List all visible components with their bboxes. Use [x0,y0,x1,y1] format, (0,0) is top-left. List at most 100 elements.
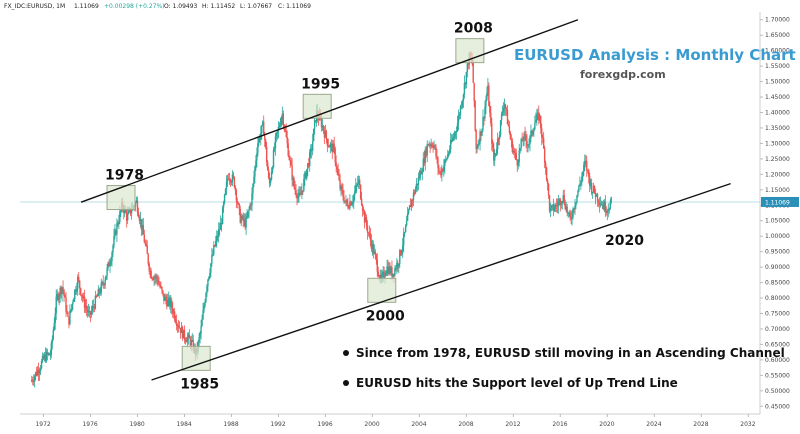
candle-body [301,190,303,195]
candle-body [511,140,514,153]
candle-body [506,109,509,125]
candle-body [166,300,168,307]
candle-body [546,180,549,184]
candle-body [297,195,299,199]
candle-body [609,202,611,210]
candle-body [138,216,141,221]
candle-body [223,194,226,203]
candle-body [114,230,116,237]
candle-body [355,185,357,192]
candle-body [447,154,449,159]
candle-body [574,205,576,210]
candle-body [410,200,413,208]
candle-body [243,219,245,222]
candle-body [510,139,513,141]
candle-body [523,133,525,140]
candle-body [83,296,86,308]
candle-body [464,83,467,85]
candle-body [36,369,39,376]
candle-body [457,115,460,124]
candle-body [242,215,244,222]
candle-body [461,100,464,107]
candle-body [380,274,382,279]
candle-body [168,297,170,300]
time-tick-label: 1992 [270,421,285,428]
notes: Since from 1978, EURUSD still moving in … [343,346,785,390]
candle-body [472,62,474,83]
candle-body [152,278,154,280]
candle-body [530,130,532,137]
candle-body [84,306,87,308]
candle-body [100,283,102,293]
candle-body [583,164,585,172]
candle-body [487,85,489,94]
candle-body [90,310,93,315]
candle-body [165,296,167,301]
candle-body [423,158,425,164]
candle-body [480,131,482,136]
candle-body [395,268,397,270]
candle-body [587,169,589,171]
candle-body [515,153,517,160]
annotation-label-1985: 1985 [180,376,219,392]
candle-body [180,327,183,333]
candle-body [296,195,298,199]
candle-body [562,195,564,201]
candle-body [460,106,463,108]
candle-body [105,275,107,280]
candle-body [396,262,398,270]
candle-body [393,273,395,276]
candle-body [285,130,287,137]
candle-body [64,295,66,298]
candle-body [557,201,560,207]
candle-body [237,203,239,204]
time-tick-label: 1980 [129,421,144,428]
candle-body [63,289,65,296]
candle-body [200,326,202,334]
candle-body [432,146,434,148]
candle-body [503,104,506,109]
candle-body [508,126,511,133]
candle-body [139,219,142,221]
candle-body [154,277,156,279]
candle-body [255,160,257,167]
candle-body [43,354,46,359]
candle-body [261,125,263,134]
candle-body [190,340,192,346]
candle-body [67,312,69,317]
candle-body [600,203,603,206]
candle-body [184,338,187,341]
candle-body [378,275,380,279]
candle-body [585,160,587,162]
time-tick-label: 2020 [599,421,614,428]
price-tick-label: 0.50000 [765,388,790,395]
price-tick-label: 0.95000 [765,249,790,256]
candle-body [527,144,529,146]
candle-body [578,185,580,192]
candle-body [438,167,440,172]
candle-body [203,306,205,311]
candle-body [155,276,157,278]
candle-body [552,204,555,211]
candle-body [548,195,551,211]
legend-high: H: 1.11452 [202,3,235,10]
time-tick-label: 2032 [740,421,755,428]
candle-body [279,124,282,127]
candle-body [398,263,400,267]
candle-body [452,136,455,139]
candle-body [181,327,184,339]
candle-body [479,131,481,144]
candle-body [608,209,610,211]
candle-body [33,376,36,382]
candle-body [449,149,451,153]
candle-body [202,310,204,320]
candle-body [431,144,433,147]
candle-body [442,169,444,172]
candle-body [226,178,229,182]
price-tick-label: 1.40000 [765,110,790,117]
candle-body [95,295,98,297]
legend-change: +0.00298 (+0.27%) [104,3,165,10]
candle-body [408,205,411,210]
candle-body [516,159,518,166]
candle-body [219,222,222,230]
